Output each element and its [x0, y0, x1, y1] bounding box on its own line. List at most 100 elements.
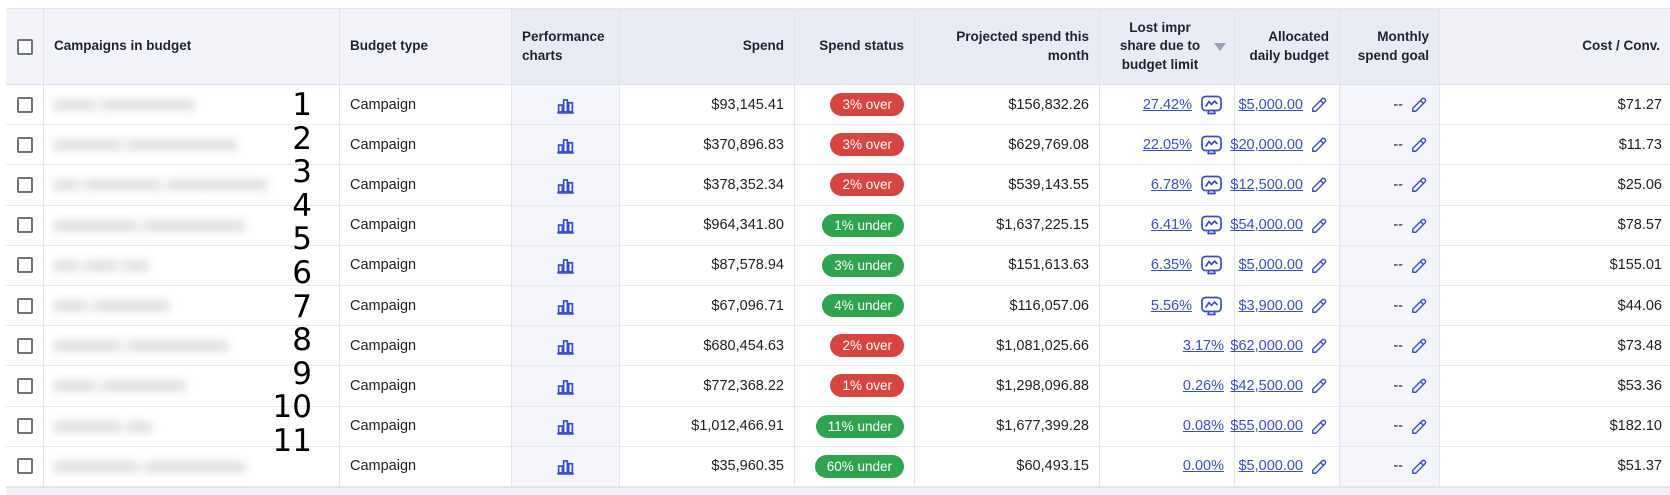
bar-chart-icon[interactable] [554, 295, 577, 317]
lost-impr-share-link[interactable]: 0.00% [1183, 458, 1224, 474]
pencil-icon[interactable] [1410, 256, 1429, 275]
lost-impr-share-link[interactable]: 22.05% [1143, 137, 1192, 153]
spend-cell: $964,341.80 [620, 206, 795, 245]
header-campaigns-in-budget[interactable]: Campaigns in budget [44, 9, 340, 84]
lost-impr-share-link[interactable]: 6.35% [1151, 257, 1192, 273]
pencil-icon[interactable] [1410, 216, 1429, 235]
monthly-spend-goal-cell: -- [1340, 85, 1440, 124]
select-all-checkbox[interactable] [17, 39, 33, 55]
campaign-name-redacted: xxxxxxxx xxx [54, 418, 153, 435]
monitor-chart-icon[interactable] [1199, 93, 1224, 117]
row-checkbox[interactable] [17, 378, 33, 394]
table-header-row: Campaigns in budget Budget type Performa… [6, 8, 1670, 85]
row-select-cell [6, 246, 44, 285]
header-cost-per-conv[interactable]: Cost / Conv. [1440, 9, 1670, 84]
allocated-daily-budget-cell: $55,000.00 [1235, 407, 1340, 446]
table-row: xxxxx xxxxxxxxxxx Campaign $93,145.41 3%… [6, 85, 1670, 125]
allocated-budget-link[interactable]: $5,000.00 [1238, 458, 1303, 474]
pencil-icon[interactable] [1310, 417, 1329, 436]
monitor-chart-icon[interactable] [1199, 253, 1224, 277]
table-row: xxxxxxxx xxxxxxxxxxxx Campaign $680,454.… [6, 326, 1670, 366]
allocated-budget-link[interactable]: $12,500.00 [1230, 177, 1303, 193]
allocated-daily-budget-cell: $54,000.00 [1235, 206, 1340, 245]
cost-per-conv-cell: $71.27 [1440, 85, 1670, 124]
pencil-icon[interactable] [1310, 296, 1329, 315]
allocated-budget-link[interactable]: $42,500.00 [1230, 378, 1303, 394]
pencil-icon[interactable] [1410, 417, 1429, 436]
row-checkbox[interactable] [17, 257, 33, 273]
pencil-icon[interactable] [1410, 376, 1429, 395]
bar-chart-icon[interactable] [554, 375, 577, 397]
pencil-icon[interactable] [1410, 336, 1429, 355]
lost-impr-share-link[interactable]: 27.42% [1143, 97, 1192, 113]
row-checkbox[interactable] [17, 97, 33, 113]
row-checkbox[interactable] [17, 418, 33, 434]
row-checkbox[interactable] [17, 458, 33, 474]
lost-impr-share-link[interactable]: 3.17% [1183, 338, 1224, 354]
spend-status-cell: 2% over [795, 326, 915, 365]
allocated-budget-link[interactable]: $5,000.00 [1238, 257, 1303, 273]
header-projected-spend[interactable]: Projected spend this month [915, 9, 1100, 84]
header-monthly-spend-goal[interactable]: Monthly spend goal [1340, 9, 1440, 84]
campaign-name-redacted: xxx xxxx xxx [54, 257, 149, 274]
pencil-icon[interactable] [1410, 175, 1429, 194]
projected-spend-cell: $151,613.63 [915, 246, 1100, 285]
allocated-budget-link[interactable]: $20,000.00 [1230, 137, 1303, 153]
performance-chart-cell [512, 286, 620, 325]
sort-descending-icon[interactable] [1214, 43, 1226, 51]
bar-chart-icon[interactable] [554, 254, 577, 276]
performance-chart-cell [512, 366, 620, 405]
pencil-icon[interactable] [1310, 175, 1329, 194]
row-checkbox[interactable] [17, 338, 33, 354]
pencil-icon[interactable] [1310, 457, 1329, 476]
bar-chart-icon[interactable] [554, 335, 577, 357]
pencil-icon[interactable] [1310, 216, 1329, 235]
bar-chart-icon[interactable] [554, 455, 577, 477]
bar-chart-icon[interactable] [554, 214, 577, 236]
pencil-icon[interactable] [1310, 95, 1329, 114]
lost-impr-share-link[interactable]: 0.26% [1183, 378, 1224, 394]
row-select-cell [6, 366, 44, 405]
bar-chart-icon[interactable] [554, 174, 577, 196]
lost-impr-share-link[interactable]: 6.41% [1151, 217, 1192, 233]
budget-type-cell: Campaign [340, 366, 512, 405]
monitor-chart-icon[interactable] [1199, 173, 1224, 197]
pencil-icon[interactable] [1310, 376, 1329, 395]
row-annotation-number: 10 [272, 392, 312, 423]
allocated-budget-link[interactable]: $5,000.00 [1238, 97, 1303, 113]
pencil-icon[interactable] [1410, 95, 1429, 114]
lost-impr-share-link[interactable]: 5.56% [1151, 298, 1192, 314]
row-checkbox[interactable] [17, 137, 33, 153]
header-performance-charts[interactable]: Performance charts [512, 9, 620, 84]
budget-type-cell: Campaign [340, 206, 512, 245]
pencil-icon[interactable] [1310, 135, 1329, 154]
row-checkbox[interactable] [17, 298, 33, 314]
header-lost-impr-share-label: Lost impr share due to budget limit [1120, 20, 1200, 71]
bar-chart-icon[interactable] [554, 415, 577, 437]
spend-status-cell: 60% under [795, 447, 915, 486]
allocated-budget-link[interactable]: $62,000.00 [1230, 338, 1303, 354]
pencil-icon[interactable] [1310, 336, 1329, 355]
pencil-icon[interactable] [1410, 457, 1429, 476]
header-allocated-daily-budget[interactable]: Allocated daily budget [1235, 9, 1340, 84]
bar-chart-icon[interactable] [554, 134, 577, 156]
allocated-budget-link[interactable]: $54,000.00 [1230, 217, 1303, 233]
pencil-icon[interactable] [1410, 296, 1429, 315]
allocated-budget-link[interactable]: $55,000.00 [1230, 418, 1303, 434]
spend-status-badge: 60% under [815, 455, 904, 478]
header-spend[interactable]: Spend [620, 9, 795, 84]
allocated-budget-link[interactable]: $3,900.00 [1238, 298, 1303, 314]
row-checkbox[interactable] [17, 177, 33, 193]
monitor-chart-icon[interactable] [1199, 133, 1224, 157]
header-budget-type[interactable]: Budget type [340, 9, 512, 84]
pencil-icon[interactable] [1410, 135, 1429, 154]
monitor-chart-icon[interactable] [1199, 294, 1224, 318]
header-lost-impr-share[interactable]: Lost impr share due to budget limit [1100, 9, 1235, 84]
bar-chart-icon[interactable] [554, 94, 577, 116]
monitor-chart-icon[interactable] [1199, 213, 1224, 237]
header-spend-status[interactable]: Spend status [795, 9, 915, 84]
pencil-icon[interactable] [1310, 256, 1329, 275]
row-checkbox[interactable] [17, 217, 33, 233]
lost-impr-share-link[interactable]: 0.08% [1183, 418, 1224, 434]
lost-impr-share-link[interactable]: 6.78% [1151, 177, 1192, 193]
